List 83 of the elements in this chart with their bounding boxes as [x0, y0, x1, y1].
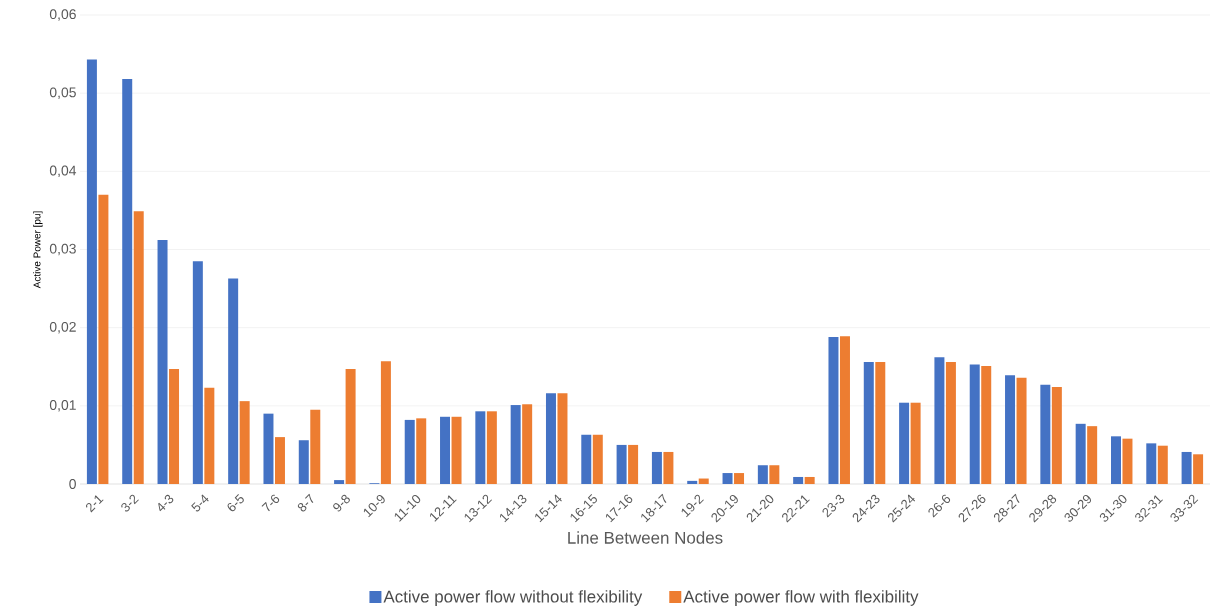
bar [98, 194, 109, 484]
bar [899, 402, 910, 484]
x-axis-title: Line Between Nodes [568, 531, 723, 544]
bar [663, 451, 674, 484]
y-tick-label: 0,03 [49, 243, 76, 256]
x-tick-label: 4-3 [158, 494, 174, 512]
bar [1005, 375, 1016, 484]
bar [616, 444, 627, 484]
bar [557, 393, 568, 484]
bar [945, 362, 956, 484]
bar [451, 416, 462, 484]
bar [204, 387, 215, 484]
bar [651, 451, 662, 484]
bar [1122, 438, 1133, 484]
bar [793, 476, 804, 484]
bar [1181, 451, 1192, 484]
bar [157, 240, 168, 484]
bar [1075, 423, 1086, 484]
bar [698, 478, 709, 484]
bar [839, 336, 850, 484]
bar [192, 261, 203, 484]
bar [722, 473, 733, 484]
bar [522, 404, 533, 484]
bar [981, 365, 992, 484]
bar [969, 364, 980, 484]
legend-label: Active power flow with flexibility [683, 590, 919, 606]
bar [345, 369, 356, 484]
y-tick-label: 0,02 [49, 321, 76, 334]
bar [510, 405, 521, 484]
bar [1110, 436, 1121, 484]
bar [757, 465, 768, 484]
y-tick-label: 0,05 [49, 87, 76, 99]
bar [592, 434, 603, 484]
bar [404, 419, 415, 484]
bar [687, 480, 698, 484]
bar [122, 79, 133, 484]
bar [863, 362, 874, 484]
bar [875, 362, 886, 484]
bar [734, 473, 745, 484]
bar [1146, 443, 1157, 484]
y-tick-label: 0,04 [49, 165, 77, 178]
y-tick-label: 0 [69, 479, 76, 489]
y-tick-label: 0,06 [49, 9, 76, 21]
y-tick-label: 0,01 [49, 400, 76, 412]
x-tick-label: 2-1 [85, 495, 104, 513]
bar [934, 357, 945, 484]
bar [1087, 426, 1098, 484]
x-tick-label: 7-6 [261, 494, 280, 512]
bar [804, 476, 815, 484]
bar [581, 434, 592, 484]
bar [228, 278, 239, 484]
bar [828, 337, 839, 484]
bar [628, 444, 639, 484]
bar [545, 393, 556, 484]
bar [380, 361, 391, 484]
bar [475, 411, 486, 484]
bar [416, 418, 427, 484]
x-tick-label: 10-9 [363, 494, 385, 518]
bar [334, 480, 345, 484]
bar [239, 401, 250, 484]
bar [263, 413, 274, 484]
bar [133, 211, 144, 484]
x-tick-label: 9-8 [333, 494, 350, 512]
bar [486, 411, 497, 484]
bar [310, 409, 321, 484]
bar [440, 416, 451, 484]
bar [1040, 384, 1051, 484]
x-tick-label: 5-4 [191, 494, 209, 512]
y-axis-title: Active Power [pu] [33, 211, 43, 289]
bar [1051, 387, 1062, 484]
bar [1157, 445, 1168, 484]
x-tick-label: 6-5 [227, 494, 244, 512]
bar [169, 369, 180, 484]
bar [769, 465, 780, 484]
bar [910, 402, 921, 484]
x-tick-label: 3-2 [121, 494, 139, 512]
bar [86, 59, 97, 484]
bar [298, 440, 309, 484]
bar [274, 437, 285, 484]
bar [1193, 454, 1204, 484]
legend-label: Active power flow without flexibility [383, 590, 643, 606]
x-tick-label: 8-7 [297, 493, 314, 512]
bar [1016, 377, 1027, 484]
